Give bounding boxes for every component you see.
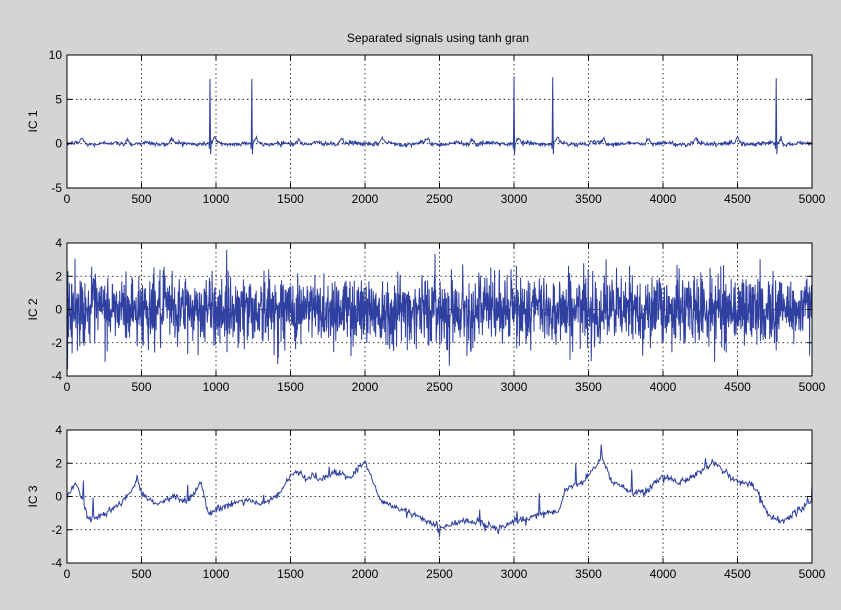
x-tick-label: 1000 xyxy=(203,567,230,581)
x-tick-label: 0 xyxy=(64,380,71,394)
subplot-1: 0 500 1000 1500 2000 2500 3000 3500 4000 4500 5000… xyxy=(26,48,826,206)
x-tick-label: 3000 xyxy=(501,567,528,581)
x-tick-label: 1500 xyxy=(277,192,304,206)
x-tick-label: 3500 xyxy=(575,567,602,581)
axes-container: 0 500 1000 1500 2000 2500 3000 3500 4000 4500 5000… xyxy=(26,48,826,581)
x-tick-label: 4500 xyxy=(724,192,751,206)
x-tick-label: 4000 xyxy=(650,380,677,394)
x-tick-label: 500 xyxy=(131,567,151,581)
y-tick-label: 0 xyxy=(55,137,62,151)
x-tick-label: 2000 xyxy=(352,567,379,581)
x-tick-label: 2500 xyxy=(426,567,453,581)
subplot-3: 0 500 1000 1500 2000 2500 3000 3500 4000 4500 5000… xyxy=(26,423,826,581)
y-tick-label: 5 xyxy=(55,92,62,106)
y-tick-label: -5 xyxy=(51,181,62,195)
y-tick-label: 0 xyxy=(55,490,62,504)
y-tick-label: 4 xyxy=(55,236,62,250)
x-tick-label: 0 xyxy=(64,192,71,206)
subplot-2: 0 500 1000 1500 2000 2500 3000 3500 4000 4500 5000… xyxy=(26,236,826,394)
x-tick-label: 4000 xyxy=(650,567,677,581)
x-tick-label: 5000 xyxy=(799,567,826,581)
y-axis-label: IC 2 xyxy=(26,298,40,320)
x-tick-label: 3500 xyxy=(575,380,602,394)
x-tick-label: 2000 xyxy=(352,192,379,206)
y-tick-label: 0 xyxy=(55,303,62,317)
x-tick-label: 4500 xyxy=(724,380,751,394)
plot-area xyxy=(67,55,812,188)
y-tick-label: 2 xyxy=(55,456,62,470)
x-tick-label: 5000 xyxy=(799,380,826,394)
x-tick-label: 2000 xyxy=(352,380,379,394)
y-tick-label: 10 xyxy=(49,48,63,62)
x-tick-label: 500 xyxy=(131,380,151,394)
x-tick-label: 1500 xyxy=(277,380,304,394)
x-tick-label: 2500 xyxy=(426,192,453,206)
y-tick-label: -4 xyxy=(51,369,62,383)
y-tick-label: 4 xyxy=(55,423,62,437)
x-tick-label: 1000 xyxy=(203,192,230,206)
x-tick-label: 1500 xyxy=(277,567,304,581)
x-tick-label: 1000 xyxy=(203,380,230,394)
series-line-ic3 xyxy=(67,444,812,538)
series-line-ic1 xyxy=(67,76,812,155)
x-tick-label: 500 xyxy=(131,192,151,206)
x-tick-label: 5000 xyxy=(799,192,826,206)
series-line-ic2 xyxy=(67,249,812,370)
x-tick-label: 3500 xyxy=(575,192,602,206)
x-tick-label: 2500 xyxy=(426,380,453,394)
y-tick-label: -2 xyxy=(51,523,62,537)
x-tick-label: 0 xyxy=(64,567,71,581)
x-tick-label: 4000 xyxy=(650,192,677,206)
y-tick-label: -2 xyxy=(51,336,62,350)
y-tick-label: 2 xyxy=(55,269,62,283)
y-axis-label: IC 3 xyxy=(26,485,40,507)
y-tick-label: -4 xyxy=(51,556,62,570)
x-tick-label: 3000 xyxy=(501,192,528,206)
x-tick-label: 3000 xyxy=(501,380,528,394)
x-tick-label: 4500 xyxy=(724,567,751,581)
figure-title: Separated signals using tanh gran xyxy=(347,31,529,45)
y-axis-label: IC 1 xyxy=(26,110,40,132)
